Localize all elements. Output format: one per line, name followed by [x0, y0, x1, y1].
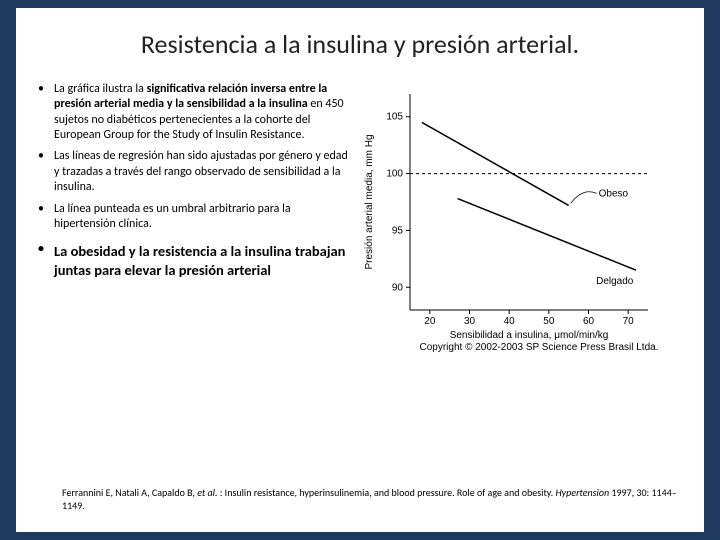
svg-text:50: 50 — [543, 316, 555, 327]
bullet-3: La línea punteada es un umbral arbitrari… — [38, 202, 348, 233]
svg-text:30: 30 — [464, 316, 476, 327]
bullet-1: La gráfica ilustra la significativa rela… — [38, 82, 348, 143]
svg-text:20: 20 — [424, 316, 436, 327]
svg-text:70: 70 — [623, 316, 635, 327]
slide-title: Resistencia a la insulina y presión arte… — [16, 8, 704, 70]
svg-text:40: 40 — [504, 316, 516, 327]
bullet-list: La gráfica ilustra la significativa rela… — [38, 82, 348, 357]
chart: 90 95 100 105 20 30 40 50 60 70 Obeso Delgado Presió… — [358, 82, 678, 352]
svg-text:95: 95 — [392, 225, 404, 236]
svg-text:60: 60 — [583, 316, 595, 327]
svg-text:Delgado: Delgado — [596, 276, 634, 287]
bullet-2: Las líneas de regresión han sido ajustad… — [38, 149, 348, 195]
svg-text:90: 90 — [392, 282, 404, 293]
svg-text:Presión arterial media, mm Hg: Presión arterial media, mm Hg — [364, 134, 375, 269]
svg-text:100: 100 — [386, 169, 403, 180]
svg-text:105: 105 — [386, 112, 403, 123]
bullet-4-emphasis: La obesidad y la resistencia a la insuli… — [38, 242, 348, 279]
svg-text:Sensibilidad a insulina, μmol/: Sensibilidad a insulina, μmol/min/kg — [450, 330, 609, 341]
citation: Ferrannini E, Natali A, Capaldo B, et al… — [62, 486, 682, 512]
svg-text:Copyright © 2002-2003 SP Scien: Copyright © 2002-2003 SP Science Press B… — [420, 342, 659, 352]
svg-text:Obeso: Obeso — [599, 188, 629, 199]
